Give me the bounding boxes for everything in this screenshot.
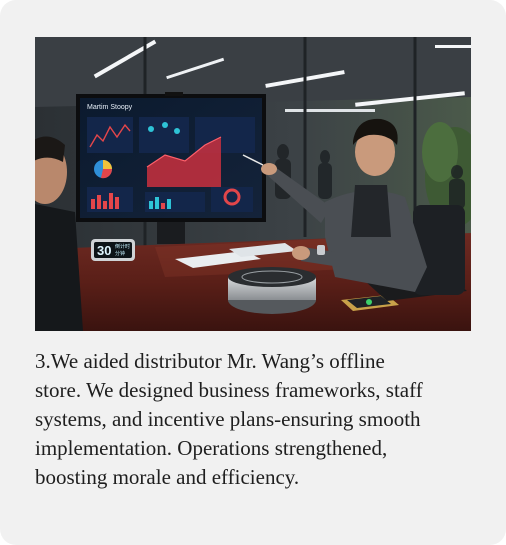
meeting-photo: Martim Stoopy	[35, 37, 471, 331]
person-left	[35, 136, 83, 331]
ceiling-lights	[93, 39, 471, 112]
caption-line: implementation. Operations strengthened,	[35, 436, 388, 460]
caption-line: systems, and incentive plans-ensuring sm…	[35, 407, 421, 431]
conference-speaker	[228, 267, 316, 314]
paper-sheet	[229, 243, 297, 257]
tv-title: Martim Stoopy	[87, 104, 133, 111]
clock-label-top: 倒计时	[115, 243, 130, 250]
clock-label-bottom: 分钟	[115, 250, 125, 257]
tv-display: Martim Stoopy	[76, 92, 266, 244]
presenter	[242, 118, 465, 295]
meeting-illustration: Martim Stoopy	[35, 37, 471, 331]
desk-clock: 30 倒计时 分钟	[91, 239, 135, 261]
caption-line: store. We designed business frameworks, …	[35, 378, 423, 402]
clock-time: 30	[97, 243, 111, 258]
caption-line: boosting morale and efficiency.	[35, 465, 300, 489]
caption-text: 3.We aided distributor Mr. Wang’s offlin…	[35, 347, 483, 492]
wireless-charger	[341, 295, 399, 311]
caption-line: 3.We aided distributor Mr. Wang’s offlin…	[35, 349, 385, 373]
